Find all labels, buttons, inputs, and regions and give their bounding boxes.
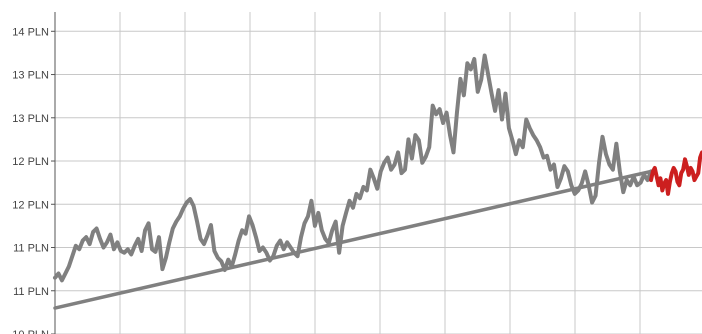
y-axis-ticks: 14 PLN 13 PLN 13 PLN 12 PLN 12 PLN 11 PLN 11 P… [12, 26, 55, 334]
y-tick-label: 13 PLN [12, 70, 49, 82]
y-tick-label: 10 PLN [12, 329, 49, 334]
y-tick-label: 14 PLN [12, 26, 49, 38]
y-tick-label: 11 PLN [13, 243, 49, 255]
y-tick-label: 12 PLN [12, 156, 49, 168]
y-tick-label: 12 PLN [12, 199, 49, 211]
history-line-path [53, 53, 653, 283]
forecast-series [649, 150, 702, 196]
forecast-line-path [649, 150, 702, 196]
history-series [53, 53, 653, 283]
trend-line-path [53, 169, 653, 310]
y-tick-label: 13 PLN [12, 113, 49, 125]
trend-line [53, 169, 653, 310]
y-tick-label: 11 PLN [13, 286, 49, 298]
